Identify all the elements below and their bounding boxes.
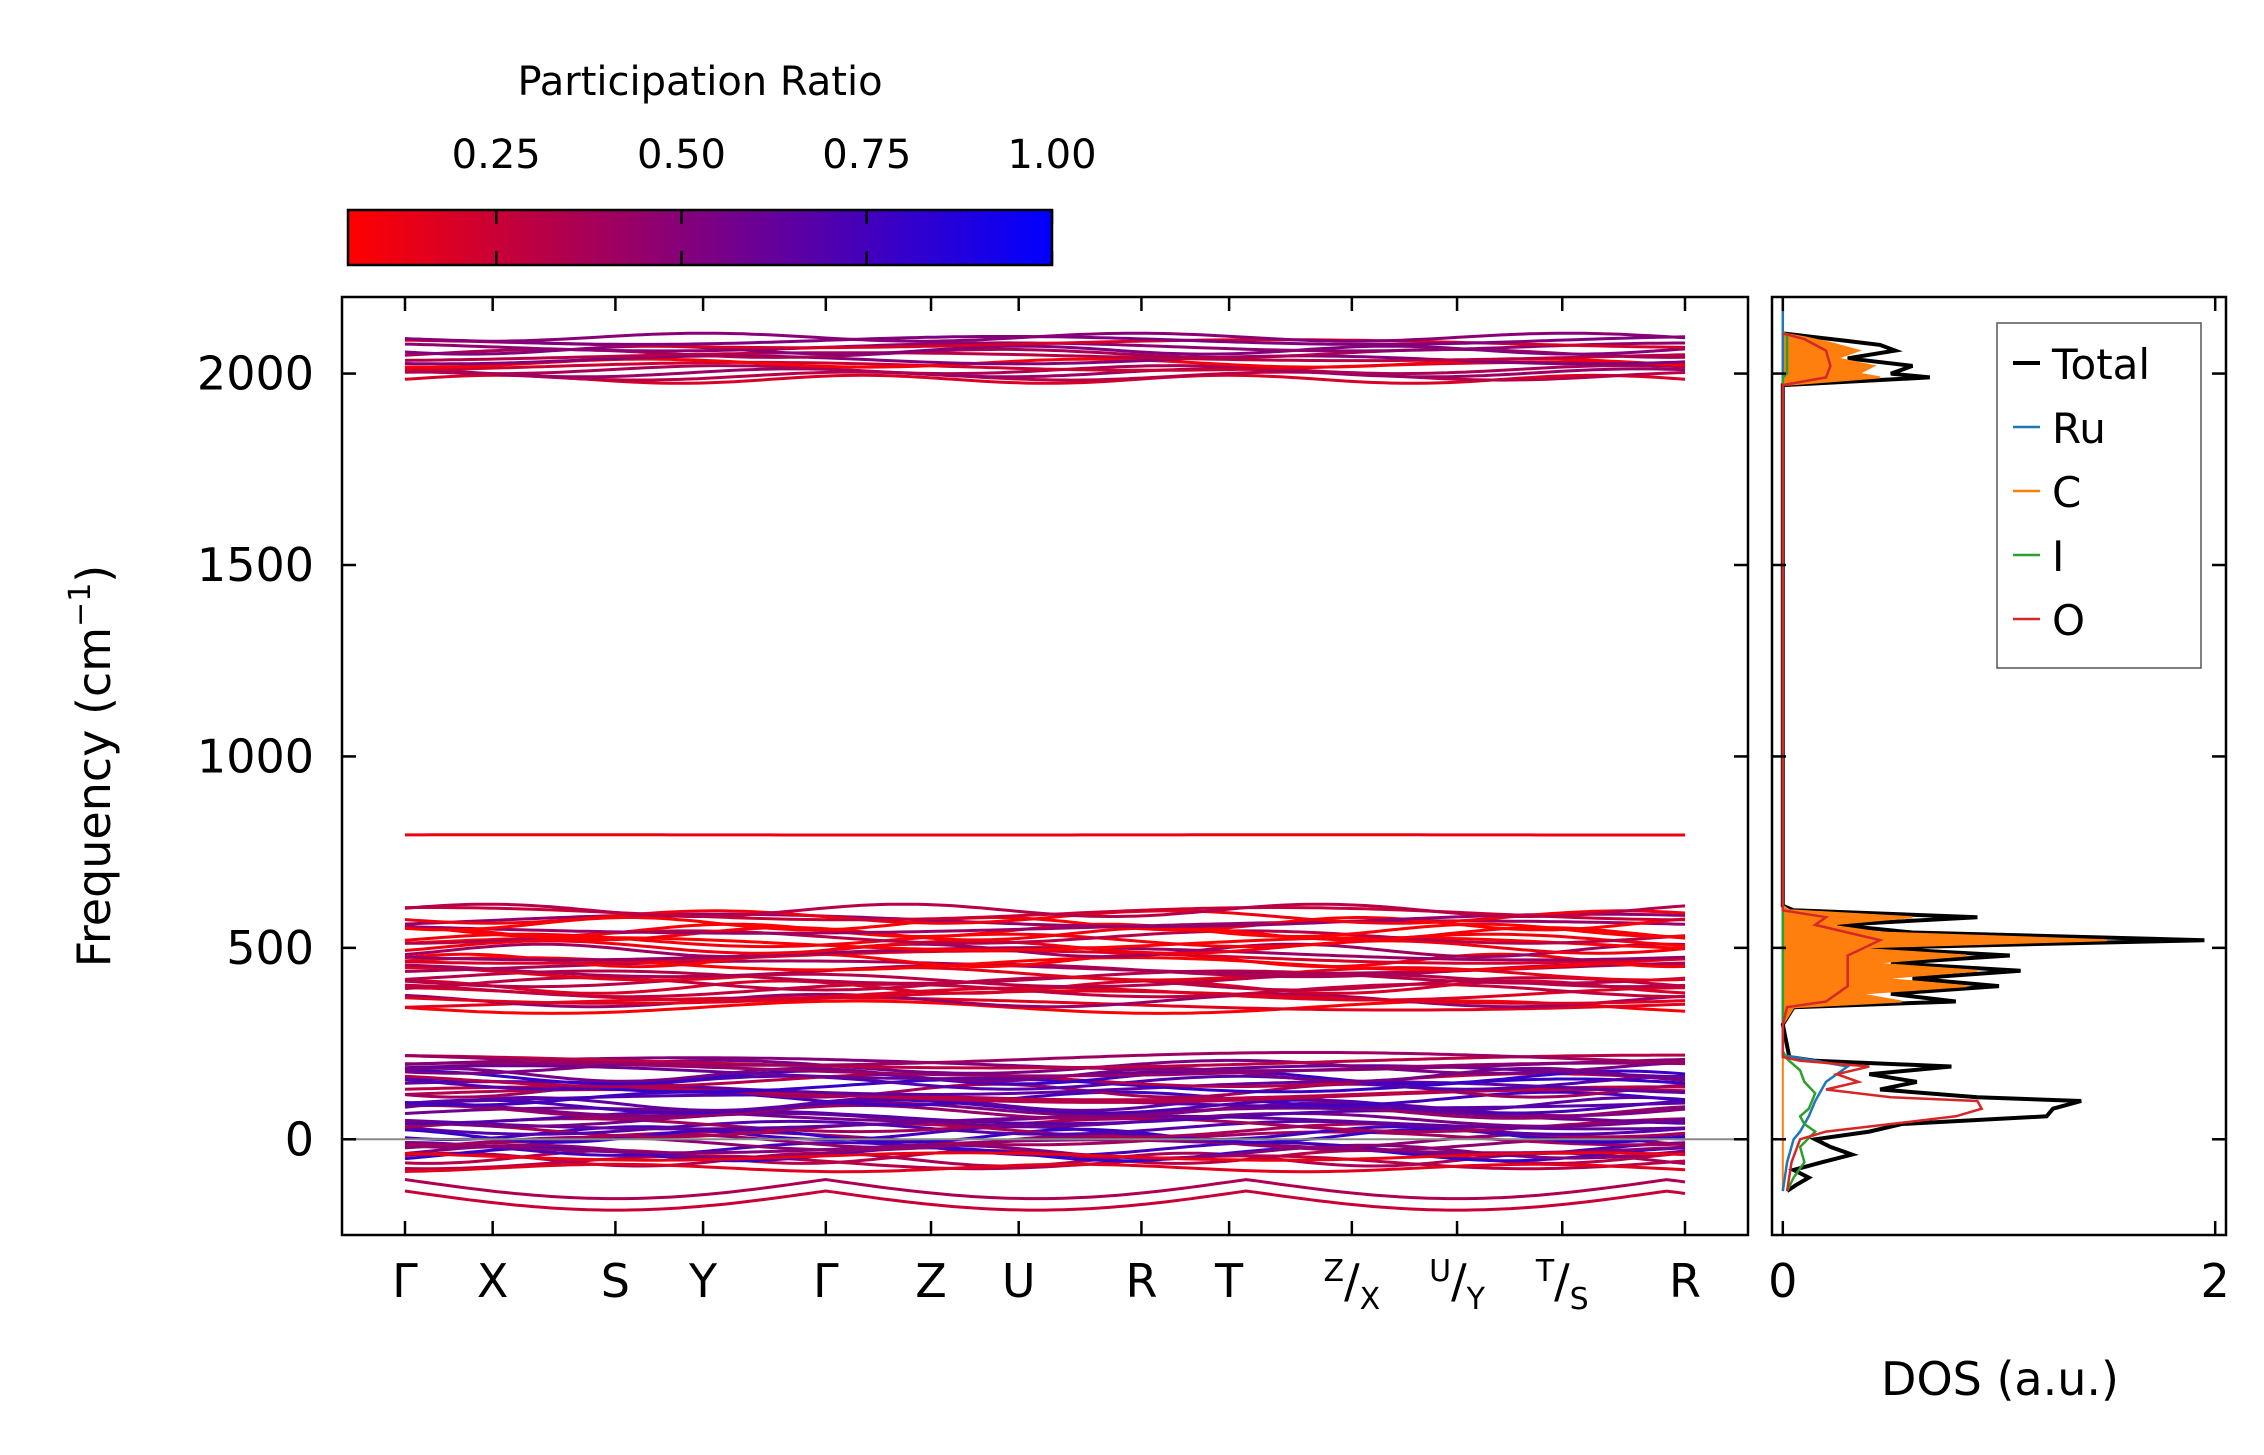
- colorbar-label: Participation Ratio: [517, 59, 882, 105]
- legend-frame: [1996, 322, 2202, 669]
- band-y-axis-label: Frequency (cm−1): [63, 565, 121, 968]
- colorbar-tick-label: 0.75: [822, 132, 911, 178]
- kpath-label: R: [1125, 1254, 1157, 1308]
- kpath-label: Z/X: [1324, 1254, 1381, 1317]
- kpath-label: U: [1002, 1254, 1036, 1308]
- dos-x-tick-label: 0: [1768, 1254, 1797, 1308]
- kpath-label: R: [1669, 1254, 1701, 1308]
- phonon-band: [404, 1051, 1686, 1067]
- band-y-ticks: 0 500 1000 1500 2000: [197, 347, 1748, 1166]
- colorbar-tick-label: 0.50: [637, 132, 726, 178]
- band-y-tick-label: 1500: [197, 538, 314, 592]
- phonon-band: [404, 1095, 1686, 1112]
- legend-label: O: [2052, 596, 2085, 645]
- phonon-band: [404, 360, 1686, 372]
- phonon-band: [404, 1177, 1686, 1201]
- phonon-band: [404, 902, 1686, 918]
- legend-label: I: [2052, 532, 2064, 581]
- phonon-band: [404, 916, 1686, 932]
- phonon-band: [404, 982, 1686, 999]
- kpath-label: T: [1214, 1254, 1244, 1308]
- y-label-close: ): [67, 565, 121, 583]
- phonon-band: [404, 996, 1686, 1012]
- phonon-band: [404, 367, 1686, 379]
- colorbar-tick-label: 0.25: [452, 132, 541, 178]
- colorbar-ticks: 0.25 0.50 0.75 1.00: [452, 132, 1097, 265]
- kpath-label: Y: [688, 1254, 718, 1308]
- band-y-tick-label: 0: [285, 1112, 314, 1166]
- phonon-band: [404, 351, 1686, 363]
- colorbar-tick-label: 1.00: [1007, 132, 1096, 178]
- band-y-tick-label: 500: [226, 921, 314, 975]
- legend-label: Total: [2051, 340, 2150, 389]
- kpath-label: Γ: [392, 1254, 418, 1308]
- dos-series-i: [1781, 330, 1818, 1192]
- phonon-band: [404, 999, 1686, 1015]
- phonon-band: [404, 1189, 1686, 1212]
- band-y-tick-label: 2000: [197, 347, 314, 401]
- phonon-band: [404, 969, 1686, 985]
- band-axes-frame: [340, 295, 1750, 1237]
- phonon-band: [404, 1162, 1686, 1174]
- band-kpath-ticks: Γ X S Y Γ Z U R T Z/X U/Y T/S R: [392, 297, 1701, 1317]
- dos-series-c: [1781, 332, 2108, 1192]
- dos-axes-frame: [1770, 295, 2228, 1237]
- phonon-band: [404, 972, 1686, 989]
- phonon-band: [404, 1069, 1686, 1086]
- phonon-band: [404, 1151, 1686, 1162]
- band-y-tick-label: 1000: [197, 729, 314, 783]
- colorbar-gradient: [346, 208, 1054, 267]
- phonon-band: [404, 1104, 1686, 1120]
- y-label-text: Frequency (cm: [67, 627, 121, 967]
- phonon-band: [404, 1098, 1686, 1115]
- kpath-label: U/Y: [1429, 1254, 1485, 1317]
- phonon-band: [404, 1053, 1685, 1070]
- legend-label: C: [2052, 468, 2081, 517]
- kpath-label: Γ: [813, 1254, 839, 1308]
- dos-curves: [1780, 297, 2205, 1193]
- phonon-band: [404, 1090, 1686, 1107]
- phonon-band: [404, 370, 1686, 382]
- dos-legend: Total Ru CIO: [1996, 322, 2202, 669]
- phonon-band: [404, 331, 1686, 343]
- dos-series-ru: [1781, 297, 1851, 1192]
- colorbar: Participation Ratio 0.25 0.50 0.75 1.00: [346, 59, 1097, 267]
- phonon-band: [404, 909, 1686, 925]
- kpath-label: S: [601, 1254, 630, 1308]
- phonon-band: [404, 946, 1686, 962]
- dos-series-o: [1781, 332, 1984, 1192]
- dos-series-total: [1780, 331, 2205, 1193]
- phonon-band: [404, 939, 1686, 955]
- phonon-band: [404, 1111, 1686, 1128]
- y-label-exponent: −1: [63, 583, 98, 627]
- kpath-label: X: [477, 1254, 509, 1308]
- band-structure-panel: 0 500 1000 1500 2000 Γ X S Y Γ Z U R T Z/X U/Y T/S R Fre…: [63, 295, 1750, 1317]
- dos-y-ticks: [1772, 372, 2226, 1141]
- legend-label: Ru: [2052, 404, 2106, 453]
- kpath-label: Z: [915, 1254, 947, 1308]
- phonon-band: [405, 925, 1686, 942]
- phonon-band: [404, 942, 1686, 959]
- phonon-band: [404, 949, 1686, 965]
- dos-x-axis-label: DOS (a.u.): [1881, 1352, 2119, 1406]
- phonon-band: [404, 992, 1686, 1009]
- kpath-label: T/S: [1535, 1254, 1589, 1317]
- dos-x-tick-label: 2: [2201, 1254, 2230, 1308]
- phonon-bands: [404, 331, 1686, 1212]
